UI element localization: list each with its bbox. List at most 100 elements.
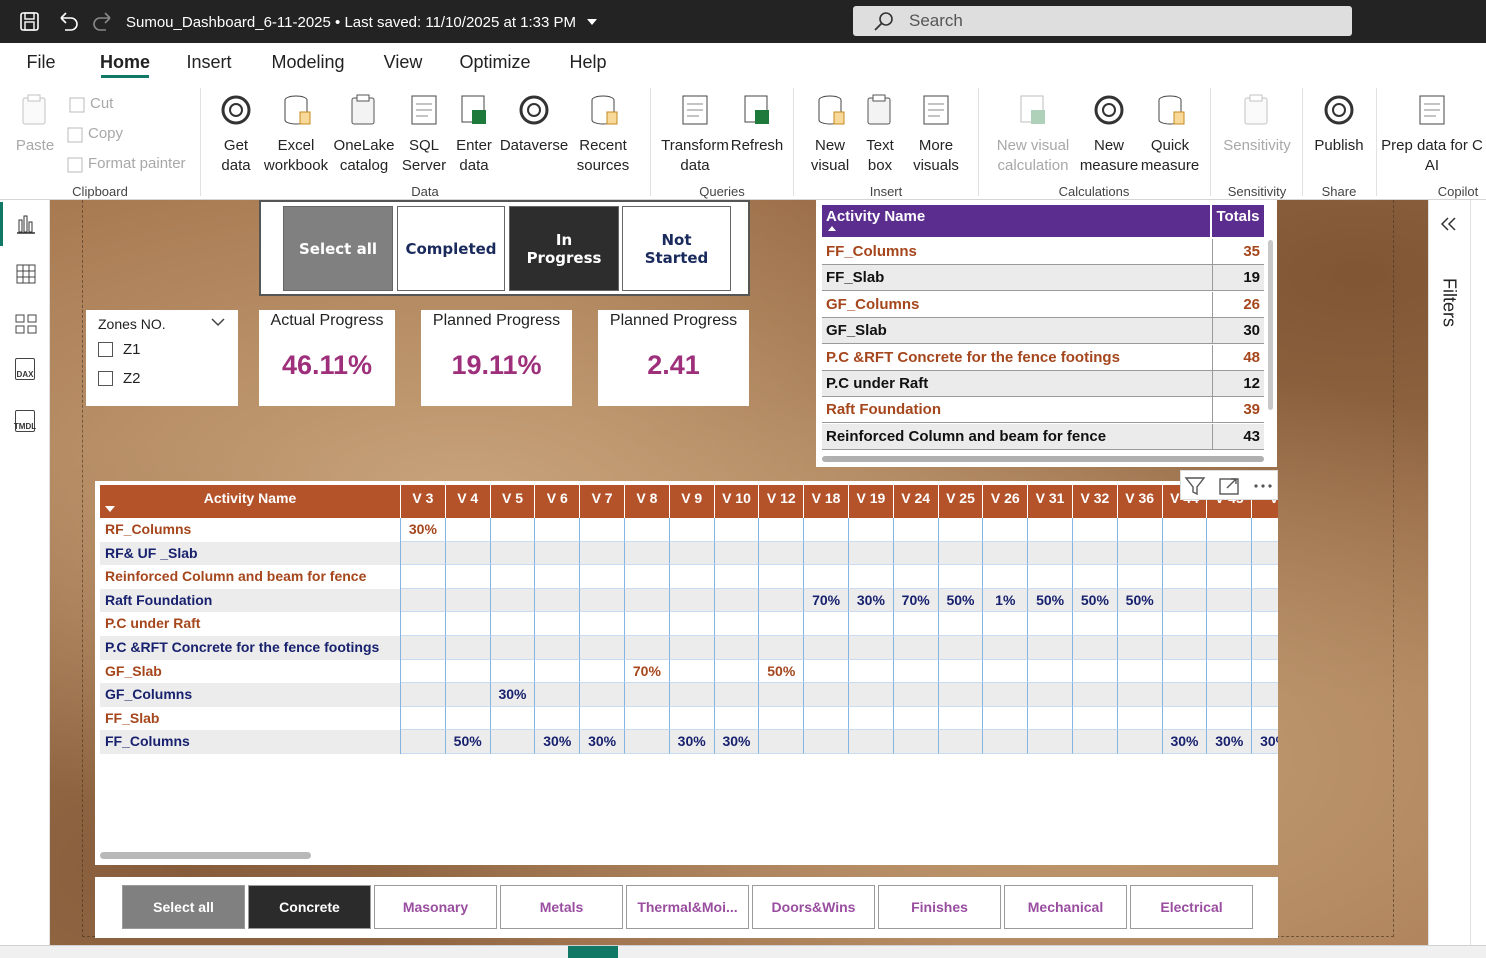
matrix-cell <box>939 542 984 566</box>
matrix-cell <box>759 707 804 731</box>
column-header[interactable]: V 26 <box>983 485 1028 518</box>
matrix-cell: 30% <box>401 518 446 542</box>
ribbon-button-small[interactable]: Format painter <box>66 154 186 176</box>
card-title: Planned Progress <box>598 312 749 330</box>
menu-tab[interactable]: View <box>353 52 453 73</box>
menu-tab[interactable]: Modeling <box>258 52 358 73</box>
ribbon-button[interactable]: Prep data for CAI <box>1372 92 1486 182</box>
matrix-cell <box>1207 707 1252 731</box>
row-label: Reinforced Column and beam for fence <box>100 565 401 589</box>
matrix-cell <box>1073 542 1118 566</box>
slicer-button[interactable]: Not Started <box>622 206 731 291</box>
matrix-cell <box>1252 518 1278 542</box>
button-icon <box>1015 92 1051 128</box>
matrix-cell <box>625 683 670 707</box>
matrix-cell <box>1118 660 1163 684</box>
active-tab-underline <box>101 75 149 78</box>
matrix-cell <box>1118 683 1163 707</box>
matrix-cell <box>535 565 580 589</box>
matrix-cell <box>983 660 1028 684</box>
slicer-button[interactable]: Completed <box>397 206 505 291</box>
matrix-cell <box>580 518 625 542</box>
button-icon <box>585 92 621 128</box>
column-header[interactable]: V 4 <box>446 485 491 518</box>
row-label: P.C under Raft <box>100 612 401 636</box>
column-header[interactable]: V 36 <box>1118 485 1163 518</box>
active-page-tab[interactable] <box>568 946 618 958</box>
column-header[interactable]: V 25 <box>939 485 984 518</box>
matrix-cell <box>401 542 446 566</box>
matrix-cell <box>491 542 536 566</box>
matrix-cell <box>1118 542 1163 566</box>
column-header[interactable]: V 5 <box>491 485 536 518</box>
matrix-cell <box>625 542 670 566</box>
column-header[interactable]: V 10 <box>715 485 760 518</box>
report-view-icon[interactable] <box>14 212 38 236</box>
row-header[interactable]: Activity Name <box>100 485 401 518</box>
table-view-icon[interactable] <box>14 262 38 286</box>
ribbon-button-small[interactable]: Cut <box>68 94 113 116</box>
slicer-button[interactable]: Finishes <box>878 885 1001 929</box>
focus-mode-icon <box>1217 474 1241 498</box>
slicer-button[interactable]: Concrete <box>248 885 371 929</box>
column-header[interactable]: V 24 <box>894 485 939 518</box>
slicer-item[interactable]: Z2 <box>98 369 218 391</box>
matrix-cell <box>1252 707 1278 731</box>
column-header[interactable]: V 3 <box>401 485 446 518</box>
more-options-icon <box>1251 474 1275 498</box>
matrix-cell <box>939 660 984 684</box>
slicer-button[interactable]: Metals <box>500 885 623 929</box>
table-cell: 35 <box>1212 239 1264 265</box>
menu-tab[interactable]: Insert <box>159 52 259 73</box>
table-cell: GF_Columns <box>822 292 1210 318</box>
column-header[interactable]: V 31 <box>1028 485 1073 518</box>
matrix-cell: 50% <box>1073 589 1118 613</box>
quick-access-icons <box>18 10 118 34</box>
matrix-cell <box>1118 636 1163 660</box>
column-header[interactable]: V 19 <box>849 485 894 518</box>
group-label: Insert <box>826 184 946 199</box>
matrix-cell <box>1118 565 1163 589</box>
matrix-cell <box>401 730 446 754</box>
totals-table: Activity NameTotalsFF_Columns35FF_Slab19… <box>816 200 1277 467</box>
column-header[interactable]: V 7 <box>580 485 625 518</box>
slicer-button[interactable]: Doors&Wins <box>752 885 875 929</box>
column-header[interactable]: V 9 <box>670 485 715 518</box>
matrix-cell <box>535 636 580 660</box>
matrix-cell <box>715 707 760 731</box>
matrix-cell <box>1073 660 1118 684</box>
model-view-icon[interactable] <box>14 312 38 336</box>
matrix-cell <box>1163 565 1208 589</box>
row-label: RF_Columns <box>100 518 401 542</box>
slicer-button[interactable]: Thermal&Moi... <box>626 885 749 929</box>
search-box[interactable]: Search <box>853 6 1352 36</box>
slicer-button[interactable]: Electrical <box>1130 885 1253 929</box>
kpi-card: Planned Progress2.41 <box>598 310 749 406</box>
column-header[interactable]: Totals <box>1212 205 1264 237</box>
matrix-cell <box>983 542 1028 566</box>
slicer-button[interactable]: Mechanical <box>1004 885 1127 929</box>
ribbon-button-small[interactable]: Copy <box>66 124 123 146</box>
matrix-cell <box>670 683 715 707</box>
menu-tab[interactable]: Help <box>538 52 638 73</box>
column-header[interactable]: Activity Name <box>822 205 1210 237</box>
matrix-cell: 50% <box>1118 589 1163 613</box>
column-header[interactable]: V 32 <box>1073 485 1118 518</box>
matrix-cell <box>1028 565 1073 589</box>
menu-tab[interactable]: Optimize <box>445 52 545 73</box>
column-header[interactable]: V 12 <box>759 485 804 518</box>
slicer-button[interactable]: In Progress <box>509 206 619 291</box>
column-header[interactable]: V 6 <box>535 485 580 518</box>
collapse-icon[interactable] <box>1439 214 1459 234</box>
matrix-cell: 30% <box>849 589 894 613</box>
slicer-item[interactable]: Z1 <box>98 340 218 362</box>
slicer-button[interactable]: Select all <box>283 206 393 291</box>
matrix-cell <box>804 565 849 589</box>
slicer-button[interactable]: Masonary <box>374 885 497 929</box>
column-header[interactable]: V 18 <box>804 485 849 518</box>
column-header[interactable]: V 8 <box>625 485 670 518</box>
slicer-button[interactable]: Select all <box>122 885 245 929</box>
matrix-cell <box>670 565 715 589</box>
matrix-cell <box>1207 636 1252 660</box>
matrix-cell <box>670 707 715 731</box>
